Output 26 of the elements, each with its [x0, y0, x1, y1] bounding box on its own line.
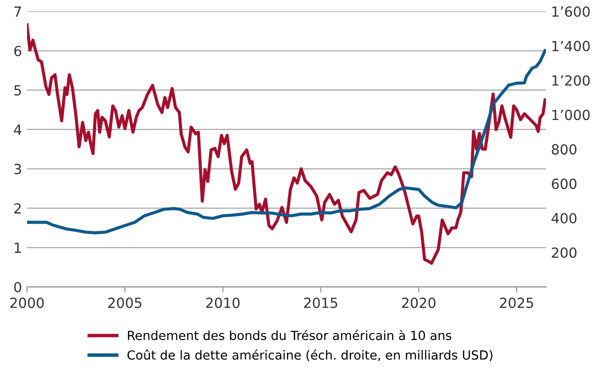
y-tick-label: 1: [14, 242, 21, 253]
y-tick-label: 2: [14, 203, 21, 214]
y-tick-label: 0: [14, 282, 22, 292]
line-series: [27, 23, 546, 265]
y2-tick-label: 1’200: [552, 75, 590, 86]
legend-label: Coût de la dette américaine (éch. droite, en milliards USD): [127, 350, 492, 362]
y-tick-label: 7: [14, 6, 21, 17]
y-tick-label: 6: [14, 46, 22, 56]
x-tick-label: 2000: [10, 298, 44, 308]
y2-tick-label: 200: [552, 247, 576, 258]
line-series: [27, 49, 546, 234]
y2-tick-label: 1’600: [552, 6, 590, 17]
legend-label: Rendement des bonds du Trésor américain à 10 ans: [128, 330, 452, 340]
y2-tick-label: 400: [552, 212, 576, 224]
y2-tick-label: 1’400: [552, 40, 590, 52]
y2-tick-label: 1’000: [552, 110, 590, 120]
y2-tick-label: 600: [552, 178, 576, 190]
y-tick-label: 5: [14, 85, 21, 96]
x-tick-label: 2025: [500, 298, 534, 308]
y2-tick-label: 800: [552, 144, 576, 155]
x-tick-label: 2005: [108, 298, 142, 308]
y-tick-label: 4: [14, 124, 22, 135]
y-tick-label: 3: [14, 164, 22, 174]
x-tick-label: 2020: [402, 298, 436, 308]
x-tick-label: 2015: [304, 298, 338, 308]
x-tick-label: 2010: [206, 298, 240, 308]
